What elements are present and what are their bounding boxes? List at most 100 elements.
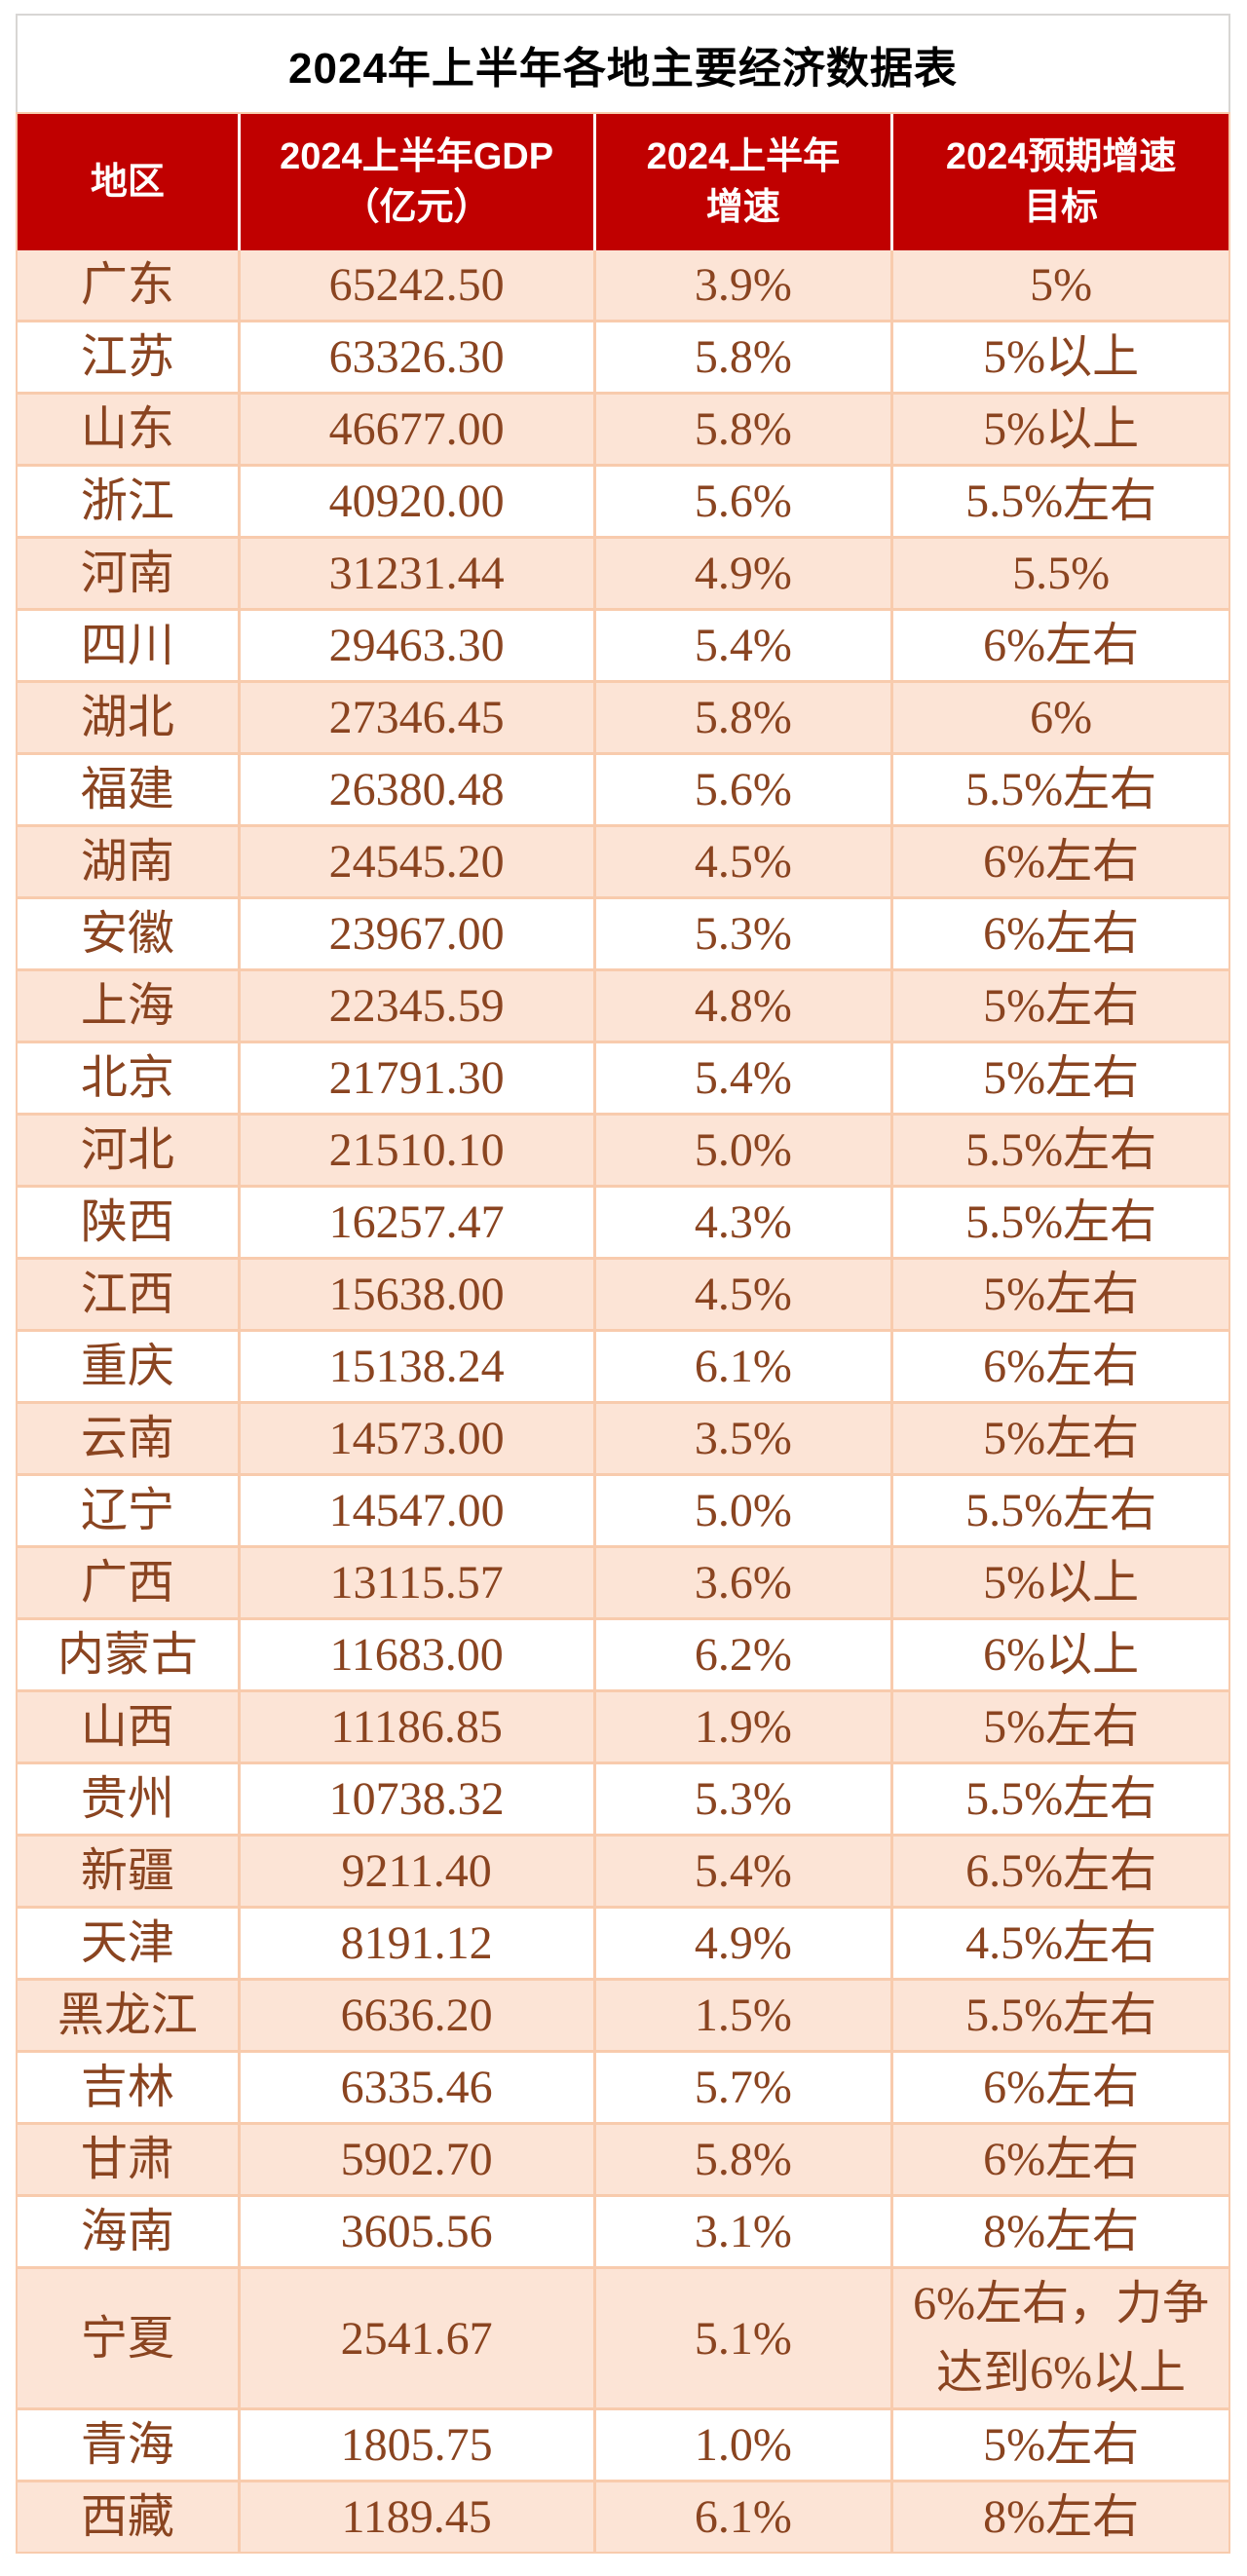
table-row: 黑龙江 6636.20 1.5% 5.5%左右: [18, 1981, 1228, 2053]
target-cell: 5%左右: [893, 2410, 1228, 2482]
gdp-cell: 6636.20: [240, 1981, 596, 2053]
target-cell: 6%左右: [893, 899, 1228, 971]
gdp-cell: 10738.32: [240, 1764, 596, 1837]
target-cell: 6%: [893, 683, 1228, 755]
target-cell: 5%左右: [893, 971, 1228, 1043]
gdp-cell: 6335.46: [240, 2053, 596, 2125]
target-cell: 5%以上: [893, 1548, 1228, 1620]
table-row: 四川 29463.30 5.4% 6%左右: [18, 611, 1228, 683]
region-cell: 云南: [18, 1404, 241, 1476]
growth-cell: 5.0%: [595, 1476, 894, 1548]
target-cell: 6%左右: [893, 2053, 1228, 2125]
column-header-target: 2024预期增速 目标: [893, 114, 1228, 250]
target-cell: 5%左右: [893, 1260, 1228, 1332]
gdp-cell: 1805.75: [240, 2410, 596, 2482]
region-cell: 青海: [18, 2410, 241, 2482]
table-row: 甘肃 5902.70 5.8% 6%左右: [18, 2125, 1228, 2197]
table-row: 辽宁 14547.00 5.0% 5.5%左右: [18, 1476, 1228, 1548]
gdp-cell: 13115.57: [240, 1548, 596, 1620]
table-header: 地区 2024上半年GDP （亿元） 2024上半年 增速 2024预期增速 目…: [18, 114, 1228, 250]
region-cell: 安徽: [18, 899, 241, 971]
region-cell: 宁夏: [18, 2269, 241, 2410]
growth-cell: 1.0%: [595, 2410, 894, 2482]
region-cell: 新疆: [18, 1837, 241, 1909]
table-row: 江西 15638.00 4.5% 5%左右: [18, 1260, 1228, 1332]
column-header-gdp: 2024上半年GDP （亿元）: [240, 114, 596, 250]
growth-cell: 4.9%: [595, 1909, 894, 1981]
table-row: 青海 1805.75 1.0% 5%左右: [18, 2410, 1228, 2482]
gdp-cell: 23967.00: [240, 899, 596, 971]
target-cell: 6%左右，力争 达到6%以上: [893, 2269, 1228, 2410]
gdp-cell: 14547.00: [240, 1476, 596, 1548]
table-row: 宁夏 2541.67 5.1% 6%左右，力争 达到6%以上: [18, 2269, 1228, 2410]
gdp-cell: 5902.70: [240, 2125, 596, 2197]
region-cell: 江西: [18, 1260, 241, 1332]
target-cell: 6%以上: [893, 1620, 1228, 1692]
target-cell: 6%左右: [893, 827, 1228, 899]
gdp-cell: 14573.00: [240, 1404, 596, 1476]
growth-cell: 5.6%: [595, 755, 894, 827]
region-cell: 西藏: [18, 2482, 241, 2552]
target-cell: 5.5%左右: [893, 1476, 1228, 1548]
table-row: 广西 13115.57 3.6% 5%以上: [18, 1548, 1228, 1620]
growth-cell: 4.8%: [595, 971, 894, 1043]
page-title: 2024年上半年各地主要经济数据表: [288, 44, 958, 93]
region-cell: 吉林: [18, 2053, 241, 2125]
column-header-region: 地区: [18, 114, 241, 250]
growth-cell: 1.5%: [595, 1981, 894, 2053]
table-row: 海南 3605.56 3.1% 8%左右: [18, 2197, 1228, 2269]
region-cell: 辽宁: [18, 1476, 241, 1548]
gdp-cell: 11683.00: [240, 1620, 596, 1692]
target-cell: 5.5%左右: [893, 755, 1228, 827]
table-row: 贵州 10738.32 5.3% 5.5%左右: [18, 1764, 1228, 1837]
target-cell: 5%左右: [893, 1043, 1228, 1116]
gdp-cell: 16257.47: [240, 1188, 596, 1260]
gdp-cell: 46677.00: [240, 395, 596, 467]
table-row: 广东 65242.50 3.9% 5%: [18, 250, 1228, 322]
region-cell: 湖南: [18, 827, 241, 899]
gdp-cell: 65242.50: [240, 250, 596, 322]
table-row: 浙江 40920.00 5.6% 5.5%左右: [18, 467, 1228, 539]
target-cell: 6.5%左右: [893, 1837, 1228, 1909]
region-cell: 贵州: [18, 1764, 241, 1837]
table-row: 陕西 16257.47 4.3% 5.5%左右: [18, 1188, 1228, 1260]
growth-cell: 4.5%: [595, 827, 894, 899]
region-cell: 山西: [18, 1692, 241, 1764]
gdp-cell: 2541.67: [240, 2269, 596, 2410]
growth-cell: 5.8%: [595, 322, 894, 395]
target-cell: 5.5%左右: [893, 467, 1228, 539]
growth-cell: 3.9%: [595, 250, 894, 322]
growth-cell: 5.3%: [595, 1764, 894, 1837]
table-row: 内蒙古 11683.00 6.2% 6%以上: [18, 1620, 1228, 1692]
target-cell: 5.5%左右: [893, 1764, 1228, 1837]
target-cell: 5.5%: [893, 539, 1228, 611]
region-cell: 广东: [18, 250, 241, 322]
table-row: 山东 46677.00 5.8% 5%以上: [18, 395, 1228, 467]
region-cell: 内蒙古: [18, 1620, 241, 1692]
target-cell: 5.5%左右: [893, 1981, 1228, 2053]
gdp-cell: 21510.10: [240, 1116, 596, 1188]
region-cell: 黑龙江: [18, 1981, 241, 2053]
region-cell: 浙江: [18, 467, 241, 539]
region-cell: 湖北: [18, 683, 241, 755]
target-cell: 8%左右: [893, 2197, 1228, 2269]
growth-cell: 5.8%: [595, 683, 894, 755]
region-cell: 海南: [18, 2197, 241, 2269]
gdp-cell: 29463.30: [240, 611, 596, 683]
growth-cell: 6.2%: [595, 1620, 894, 1692]
economic-table-card: 2024年上半年各地主要经济数据表 地区 2024上半年GDP （亿元） 202…: [16, 14, 1230, 2554]
target-cell: 5%以上: [893, 395, 1228, 467]
growth-cell: 5.4%: [595, 1837, 894, 1909]
gdp-cell: 21791.30: [240, 1043, 596, 1116]
growth-cell: 1.9%: [595, 1692, 894, 1764]
column-header-growth: 2024上半年 增速: [595, 114, 894, 250]
target-cell: 5.5%左右: [893, 1116, 1228, 1188]
gdp-cell: 22345.59: [240, 971, 596, 1043]
growth-cell: 3.6%: [595, 1548, 894, 1620]
region-cell: 甘肃: [18, 2125, 241, 2197]
table-body: 广东 65242.50 3.9% 5% 江苏 63326.30 5.8% 5%以…: [18, 250, 1228, 2552]
growth-cell: 4.9%: [595, 539, 894, 611]
table-row: 湖北 27346.45 5.8% 6%: [18, 683, 1228, 755]
region-cell: 陕西: [18, 1188, 241, 1260]
growth-cell: 4.3%: [595, 1188, 894, 1260]
